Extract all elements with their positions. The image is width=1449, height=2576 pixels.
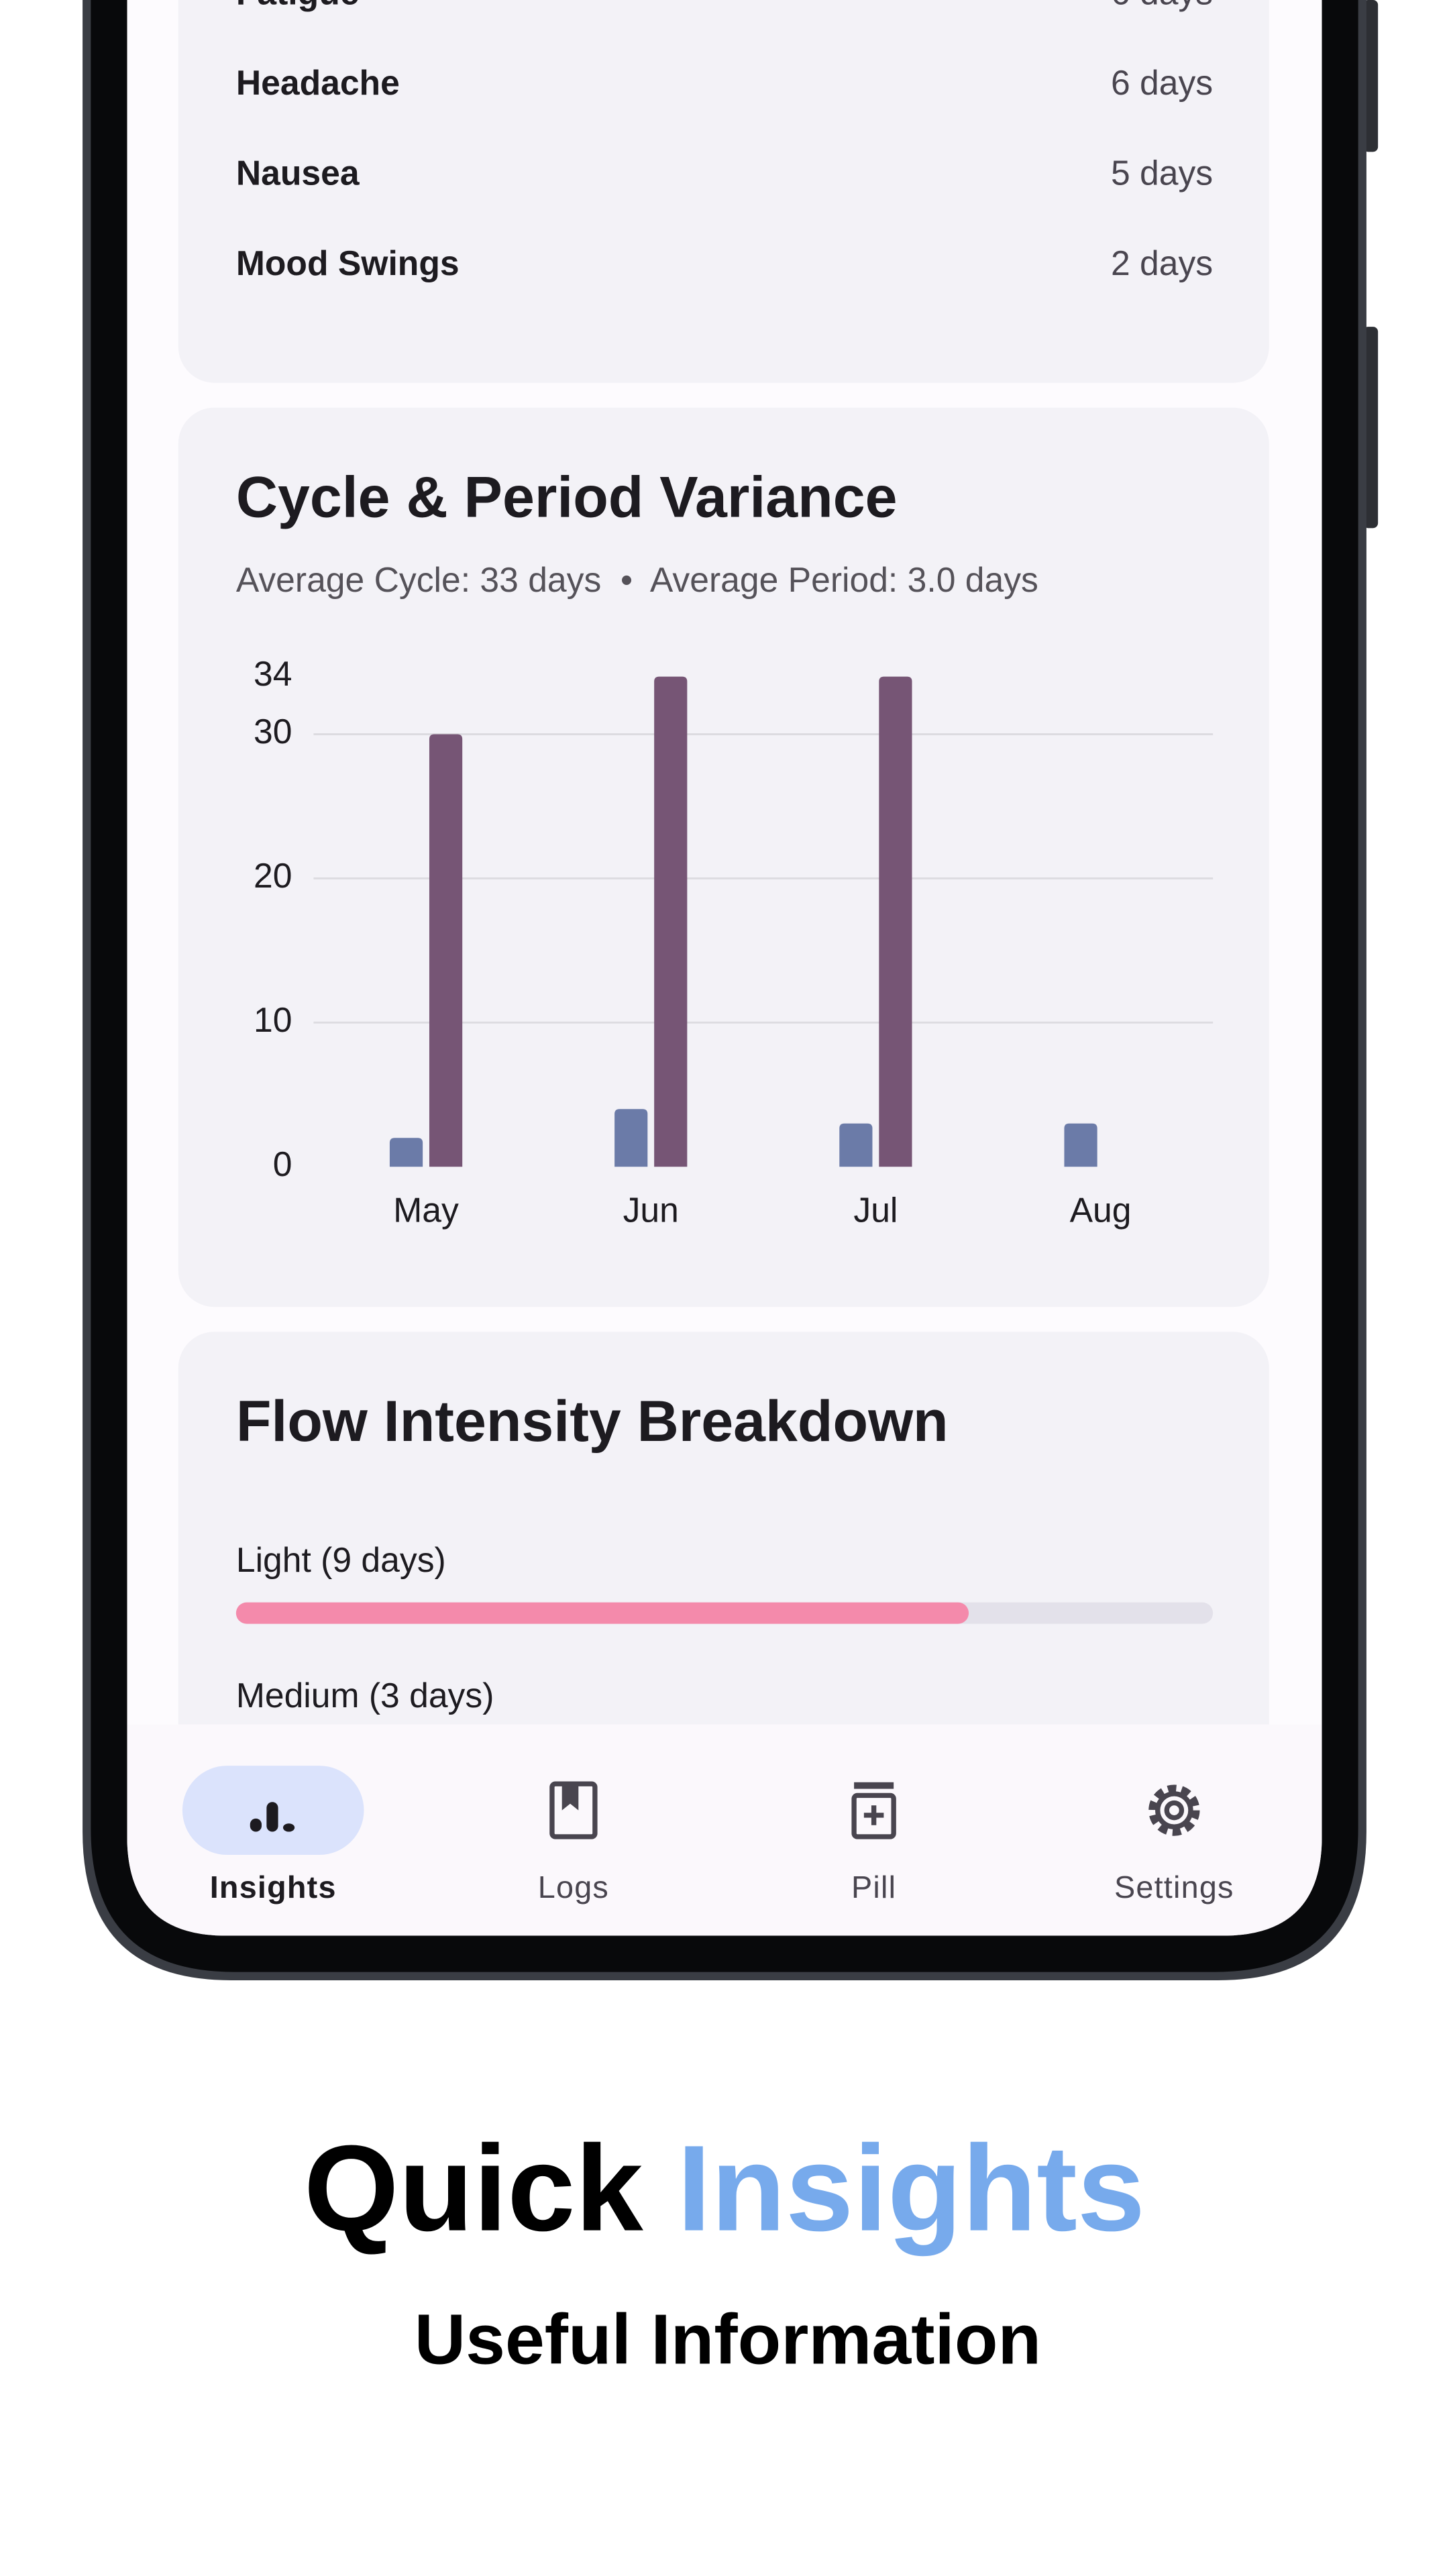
promo-title: Quick Insights: [304, 2120, 1145, 2257]
card-subtitle: Average Cycle: 33 days • Average Period:…: [236, 560, 1038, 599]
icon-part: [854, 1782, 894, 1789]
x-tick-label: Aug: [1070, 1191, 1132, 1230]
nav-item[interactable]: Settings: [1114, 1784, 1234, 1904]
card-title: Cycle & Period Variance: [236, 466, 898, 530]
y-tick-label: 20: [254, 856, 292, 895]
x-tick-label: Jul: [853, 1191, 898, 1230]
promo-subtitle: Useful Information: [415, 2300, 1041, 2379]
nav-label: Settings: [1114, 1870, 1234, 1904]
y-tick-label: 30: [254, 712, 292, 751]
symptom-days: 6 days: [1111, 0, 1213, 11]
icon-part: [1164, 1800, 1185, 1821]
icon-part: [1155, 1791, 1193, 1829]
flow-card: [178, 1332, 1269, 1725]
bar: [654, 676, 688, 1167]
bar: [879, 676, 912, 1167]
symptom-name: Fatigue: [236, 0, 360, 11]
flow-label: Light (9 days): [236, 1540, 446, 1579]
icon-part: [863, 1805, 884, 1825]
y-tick-label: 34: [254, 654, 292, 693]
side-button: [1363, 327, 1379, 529]
symptom-name: Mood Swings: [236, 244, 460, 282]
x-tick-label: Jun: [623, 1191, 679, 1230]
promo-title-highlight: Insights: [677, 2120, 1145, 2257]
y-tick-label: 10: [254, 1000, 292, 1039]
symptom-name: Headache: [236, 63, 400, 102]
nav-item[interactable]: Pill: [851, 1782, 896, 1904]
nav-label: Logs: [538, 1870, 609, 1904]
bar: [429, 734, 463, 1167]
bar: [1064, 1123, 1097, 1167]
y-tick-label: 0: [273, 1144, 292, 1183]
symptom-days: 5 days: [1111, 153, 1213, 192]
x-tick-label: May: [393, 1191, 459, 1230]
nav-item[interactable]: Logs: [538, 1781, 609, 1904]
flow-label: Medium (3 days): [236, 1676, 494, 1715]
symptom-days: 2 days: [1111, 244, 1213, 282]
progress-fill: [235, 1602, 969, 1624]
content: Cycle & Period Variance Average Cycle: 3…: [178, 0, 1269, 1725]
icon-part: [282, 1823, 295, 1832]
icon-part: [561, 1784, 579, 1811]
icon-part: [1148, 1784, 1200, 1836]
bar: [389, 1138, 423, 1167]
icon-part: [266, 1802, 278, 1832]
bar: [839, 1123, 873, 1167]
nav-item[interactable]: Insights: [182, 1766, 364, 1904]
card-title: Flow Intensity Breakdown: [236, 1389, 949, 1454]
bar: [614, 1109, 648, 1167]
symptom-days: 6 days: [1111, 63, 1213, 102]
nav-label: Pill: [851, 1870, 896, 1904]
promo-title-part: Quick: [304, 2120, 644, 2257]
side-button: [1363, 0, 1379, 152]
icon-part: [250, 1818, 262, 1832]
symptom-name: Nausea: [236, 153, 360, 192]
nav-label: Insights: [210, 1870, 337, 1904]
icon-part: [851, 1792, 896, 1839]
cycle-card: [178, 407, 1269, 1307]
symptoms-card: [178, 0, 1269, 383]
screen: Cycle & Period Variance Average Cycle: 3…: [127, 0, 1322, 1936]
